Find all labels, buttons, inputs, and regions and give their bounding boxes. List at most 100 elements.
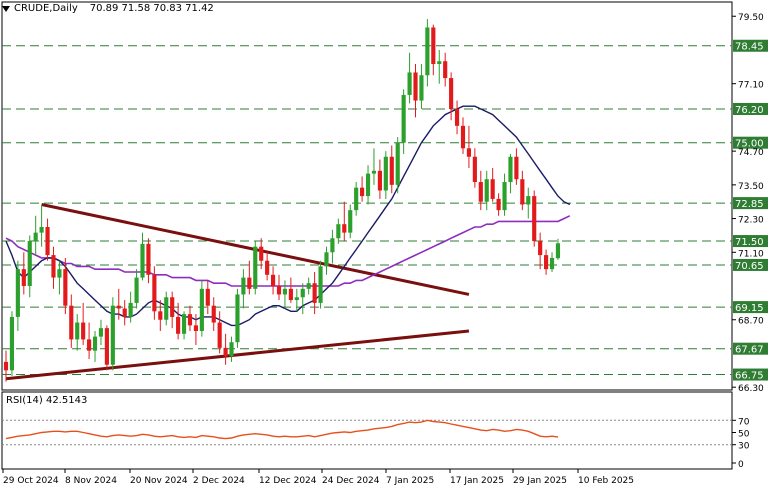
price-tick-label: 72.30 xyxy=(738,216,764,226)
rsi-tick-label: 0 xyxy=(738,460,744,470)
level-label-box xyxy=(733,39,768,52)
candle-body xyxy=(478,182,483,202)
level-label: 71.50 xyxy=(735,237,764,248)
candle-body xyxy=(348,210,353,233)
candles xyxy=(3,19,561,382)
candle-body xyxy=(170,297,175,317)
candle-body xyxy=(312,283,317,303)
candle-body xyxy=(520,179,525,205)
candle-body xyxy=(431,27,436,65)
candle-body xyxy=(176,316,181,334)
rsi-line xyxy=(5,419,559,440)
level-label-box xyxy=(733,102,768,115)
candle-body xyxy=(306,283,311,289)
candle-body xyxy=(460,125,466,149)
price-tick-label: 73.50 xyxy=(738,182,764,192)
candle-body xyxy=(211,305,216,323)
candle-body xyxy=(538,241,543,256)
candle-body xyxy=(484,179,489,202)
price-tick-label: 74.70 xyxy=(738,148,764,158)
candle-body xyxy=(205,288,210,306)
candle-body xyxy=(526,196,531,205)
candle-body xyxy=(110,305,115,365)
candle-body xyxy=(104,328,109,365)
candle-body xyxy=(27,241,32,287)
collapse-triangle-icon[interactable] xyxy=(2,5,10,12)
candle-body xyxy=(502,182,507,211)
candle-body xyxy=(514,156,519,180)
candle-body xyxy=(57,269,62,278)
candle-body xyxy=(472,156,477,183)
candle-body xyxy=(158,311,163,320)
candle-body xyxy=(128,302,133,317)
level-label: 69.15 xyxy=(735,303,764,314)
candle-body xyxy=(419,75,424,101)
ohlc-values: 70.89 71.58 70.83 71.42 xyxy=(89,3,214,14)
sma-fast-line xyxy=(5,105,571,327)
candle-body xyxy=(45,227,50,256)
candle-body xyxy=(336,224,341,239)
level-label: 67.67 xyxy=(735,345,764,356)
candle-body xyxy=(371,170,377,174)
candle-body xyxy=(223,347,228,357)
candle-body xyxy=(395,142,400,185)
candle-body xyxy=(383,156,388,191)
candle-body xyxy=(235,294,240,343)
rsi-panel: 70 50 30 0 xyxy=(2,417,750,470)
candle-body xyxy=(555,243,561,259)
candle-body xyxy=(342,224,347,233)
time-axis: 29 Oct 2024 8 Nov 2024 20 Nov 2024 2 Dec 20… xyxy=(2,469,634,486)
candle-body xyxy=(365,173,371,197)
trendline xyxy=(5,329,470,381)
time-tick-label: 7 Jan 2025 xyxy=(386,476,434,486)
candle-body xyxy=(300,288,305,298)
candle-body xyxy=(98,328,104,337)
candle-body xyxy=(265,260,270,275)
level-label-box xyxy=(733,197,768,210)
level-label-box xyxy=(733,301,768,314)
candle-body xyxy=(288,288,293,301)
rsi-tick-label: 30 xyxy=(738,442,750,452)
candle-body xyxy=(75,322,80,340)
candle-body xyxy=(15,269,20,317)
candle-body xyxy=(3,361,9,371)
candle-body xyxy=(413,72,418,101)
candle-body xyxy=(199,288,204,331)
sma-slow-line xyxy=(5,215,571,287)
candle-body xyxy=(181,314,187,334)
candle-body xyxy=(63,269,68,306)
time-tick-label: 20 Nov 2024 xyxy=(130,476,188,486)
candle-body xyxy=(449,78,454,109)
moving-averages xyxy=(5,105,571,327)
level-label-box xyxy=(733,235,768,248)
candle-body xyxy=(544,255,549,270)
candle-body xyxy=(152,274,157,312)
candle-body xyxy=(187,314,193,326)
candle-body xyxy=(247,277,252,289)
rsi-title: RSI(14) 42.5143 xyxy=(6,395,88,406)
candle-body xyxy=(437,61,442,65)
level-label-box xyxy=(733,136,768,149)
rsi-tick-label: 50 xyxy=(738,430,750,440)
candle-body xyxy=(318,266,323,303)
candle-body xyxy=(454,108,460,126)
time-tick-label: 2 Dec 2024 xyxy=(193,476,245,486)
candle-body xyxy=(407,72,412,95)
candle-body xyxy=(164,297,169,320)
candle-body xyxy=(39,227,44,233)
level-label: 76.20 xyxy=(735,105,764,116)
candle-body xyxy=(9,316,15,371)
level-label: 78.45 xyxy=(735,42,764,53)
level-label: 66.75 xyxy=(735,371,764,382)
candle-body xyxy=(389,156,394,185)
time-tick-label: 29 Jan 2025 xyxy=(513,476,567,486)
price-tick-label: 66.30 xyxy=(738,384,764,394)
candle-body xyxy=(532,196,537,242)
price-tick-label: 68.70 xyxy=(738,317,764,327)
candle-body xyxy=(443,61,448,79)
candle-body xyxy=(354,187,359,211)
time-tick-label: 8 Nov 2024 xyxy=(65,476,117,486)
time-tick-label: 10 Feb 2025 xyxy=(578,476,634,486)
candle-body xyxy=(425,27,430,76)
